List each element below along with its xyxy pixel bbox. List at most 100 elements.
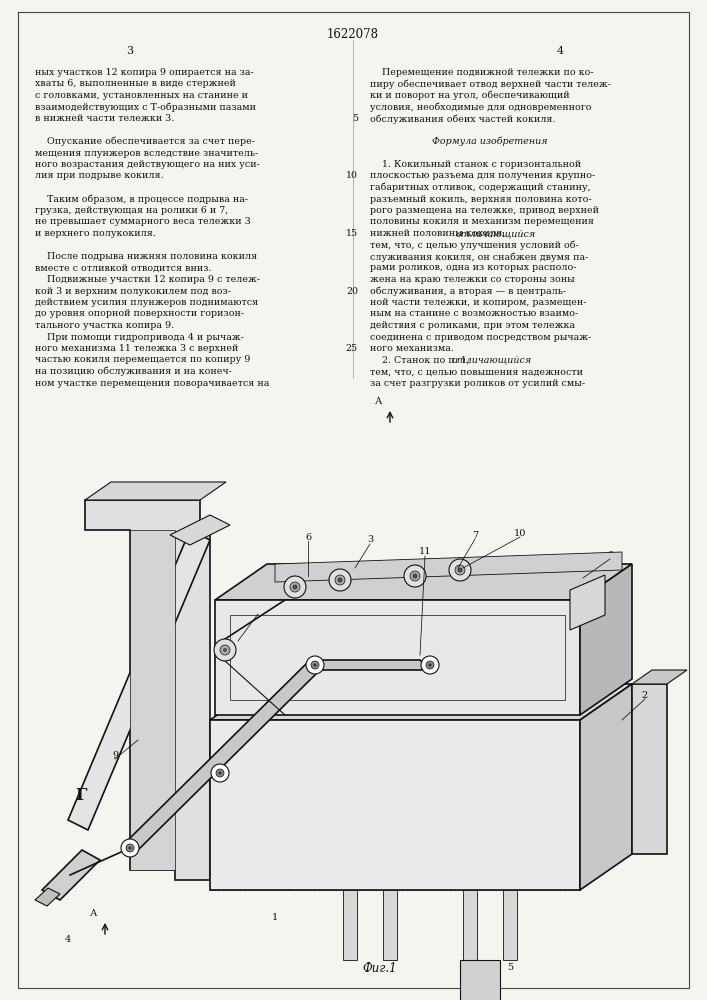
Text: отличающийся: отличающийся: [452, 356, 532, 364]
Text: жена на краю тележки со стороны зоны: жена на краю тележки со стороны зоны: [370, 275, 575, 284]
Text: 8: 8: [607, 550, 613, 560]
Text: 10: 10: [514, 528, 526, 538]
Text: мещения плунжеров вследствие значитель-: мещения плунжеров вследствие значитель-: [35, 148, 258, 157]
Text: А: А: [375, 397, 382, 406]
Text: После подрыва нижняя половина кокиля: После подрыва нижняя половина кокиля: [35, 252, 257, 261]
Text: 4: 4: [556, 46, 563, 56]
Circle shape: [211, 764, 229, 782]
Text: При помощи гидропривода 4 и рычаж-: При помощи гидропривода 4 и рычаж-: [35, 332, 244, 342]
Text: Формула изобретения: Формула изобретения: [432, 137, 548, 146]
Circle shape: [129, 846, 132, 850]
Text: обслуживания, а вторая — в централь-: обслуживания, а вторая — в централь-: [370, 286, 566, 296]
Text: ном участке перемещения поворачивается на: ном участке перемещения поворачивается н…: [35, 378, 269, 387]
Text: рами роликов, одна из которых располо-: рами роликов, одна из которых располо-: [370, 263, 576, 272]
Circle shape: [126, 844, 134, 852]
Text: вместе с отливкой отводится вниз.: вместе с отливкой отводится вниз.: [35, 263, 211, 272]
Circle shape: [306, 656, 324, 674]
Circle shape: [426, 661, 434, 669]
Text: и верхнего полукокиля.: и верхнего полукокиля.: [35, 229, 156, 238]
Polygon shape: [215, 600, 580, 715]
Text: 3: 3: [367, 536, 373, 544]
Circle shape: [410, 571, 420, 581]
Text: Фиг.1: Фиг.1: [363, 962, 397, 974]
Text: пиру обеспечивает отвод верхней части тележ-: пиру обеспечивает отвод верхней части те…: [370, 80, 611, 89]
Polygon shape: [343, 890, 357, 960]
Polygon shape: [85, 500, 210, 880]
Text: обслуживания обеих частей кокиля.: обслуживания обеих частей кокиля.: [370, 114, 556, 123]
Circle shape: [455, 565, 465, 575]
Polygon shape: [215, 564, 632, 600]
Polygon shape: [580, 564, 632, 715]
Text: действием усилия плунжеров поднимаются: действием усилия плунжеров поднимаются: [35, 298, 258, 307]
Circle shape: [220, 645, 230, 655]
Polygon shape: [632, 684, 667, 854]
Text: 20: 20: [346, 286, 358, 296]
Text: хваты 6, выполненные в виде стержней: хваты 6, выполненные в виде стержней: [35, 80, 236, 89]
Text: ки и поворот на угол, обеспечивающий: ки и поворот на угол, обеспечивающий: [370, 91, 570, 101]
Text: в нижней части тележки 3.: в нижней части тележки 3.: [35, 114, 174, 123]
Polygon shape: [68, 530, 210, 830]
Text: лия при подрыве кокиля.: лия при подрыве кокиля.: [35, 172, 163, 180]
Text: 2: 2: [642, 690, 648, 700]
Circle shape: [290, 582, 300, 592]
Text: Подвижные участки 12 копира 9 с тележ-: Подвижные участки 12 копира 9 с тележ-: [35, 275, 260, 284]
Circle shape: [421, 656, 439, 674]
Circle shape: [311, 661, 319, 669]
Polygon shape: [460, 960, 500, 1000]
Text: 11: 11: [419, 548, 431, 556]
Text: ным на станине с возможностью взаимо-: ным на станине с возможностью взаимо-: [370, 310, 578, 318]
Text: 6: 6: [305, 532, 311, 542]
Text: ного механизма 11 тележка 3 с верхней: ного механизма 11 тележка 3 с верхней: [35, 344, 238, 353]
Text: тального участка копира 9.: тального участка копира 9.: [35, 321, 174, 330]
Polygon shape: [35, 888, 60, 906]
Polygon shape: [632, 670, 687, 684]
Text: кой 3 и верхним полукокилем под воз-: кой 3 и верхним полукокилем под воз-: [35, 286, 231, 296]
Circle shape: [335, 575, 345, 585]
Circle shape: [223, 648, 227, 652]
Circle shape: [293, 585, 297, 589]
Text: 5: 5: [507, 962, 513, 972]
Polygon shape: [503, 890, 517, 960]
Circle shape: [338, 578, 342, 582]
Text: 1622078: 1622078: [327, 28, 379, 41]
Polygon shape: [570, 575, 605, 630]
Circle shape: [313, 664, 317, 666]
Circle shape: [121, 839, 139, 857]
Text: тем, что, с целью улучшения условий об-: тем, что, с целью улучшения условий об-: [370, 240, 579, 250]
Text: с головками, установленных на станине и: с головками, установленных на станине и: [35, 91, 248, 100]
Polygon shape: [130, 530, 175, 870]
Text: 15: 15: [346, 229, 358, 238]
Text: Опускание обеспечивается за счет пере-: Опускание обеспечивается за счет пере-: [35, 137, 255, 146]
Text: нижней половины кокиля,: нижней половины кокиля,: [370, 229, 508, 238]
Text: 25: 25: [346, 344, 358, 353]
Text: 3: 3: [127, 46, 134, 56]
Circle shape: [428, 664, 431, 666]
Text: 5: 5: [352, 114, 358, 123]
Text: половины кокиля и механизм перемещения: половины кокиля и механизм перемещения: [370, 218, 594, 227]
Polygon shape: [85, 482, 226, 500]
Polygon shape: [210, 720, 580, 890]
Text: 9: 9: [112, 750, 118, 760]
Text: служивания кокиля, он снабжен двумя па-: служивания кокиля, он снабжен двумя па-: [370, 252, 588, 261]
Text: 12: 12: [252, 605, 264, 614]
Text: 1: 1: [272, 912, 278, 922]
Text: взаимодействующих с Т-образными пазами: взаимодействующих с Т-образными пазами: [35, 103, 256, 112]
Text: ной части тележки, и копиром, размещен-: ной части тележки, и копиром, размещен-: [370, 298, 587, 307]
Polygon shape: [125, 660, 320, 853]
Text: габаритных отливок, содержащий станину,: габаритных отливок, содержащий станину,: [370, 183, 590, 192]
Text: условия, необходимые для одновременного: условия, необходимые для одновременного: [370, 103, 592, 112]
Polygon shape: [580, 684, 632, 890]
Circle shape: [284, 576, 306, 598]
Text: на позицию обслуживания и на конеч-: на позицию обслуживания и на конеч-: [35, 367, 232, 376]
Text: 1. Кокильный станок с горизонтальной: 1. Кокильный станок с горизонтальной: [370, 160, 581, 169]
Polygon shape: [42, 850, 100, 900]
Text: 4: 4: [65, 936, 71, 944]
Text: Г: Г: [75, 786, 86, 804]
Text: ного возрастания действующего на них уси-: ного возрастания действующего на них уси…: [35, 160, 260, 169]
Text: за счет разгрузки роликов от усилий смы-: за счет разгрузки роликов от усилий смы-: [370, 378, 585, 387]
Circle shape: [218, 772, 221, 774]
Text: 2. Станок по п. 1,: 2. Станок по п. 1,: [370, 356, 473, 364]
Text: плоскостью разъема для получения крупно-: плоскостью разъема для получения крупно-: [370, 172, 595, 180]
Text: соединена с приводом посредством рычаж-: соединена с приводом посредством рычаж-: [370, 332, 591, 342]
Text: тем, что, с целью повышения надежности: тем, что, с целью повышения надежности: [370, 367, 583, 376]
